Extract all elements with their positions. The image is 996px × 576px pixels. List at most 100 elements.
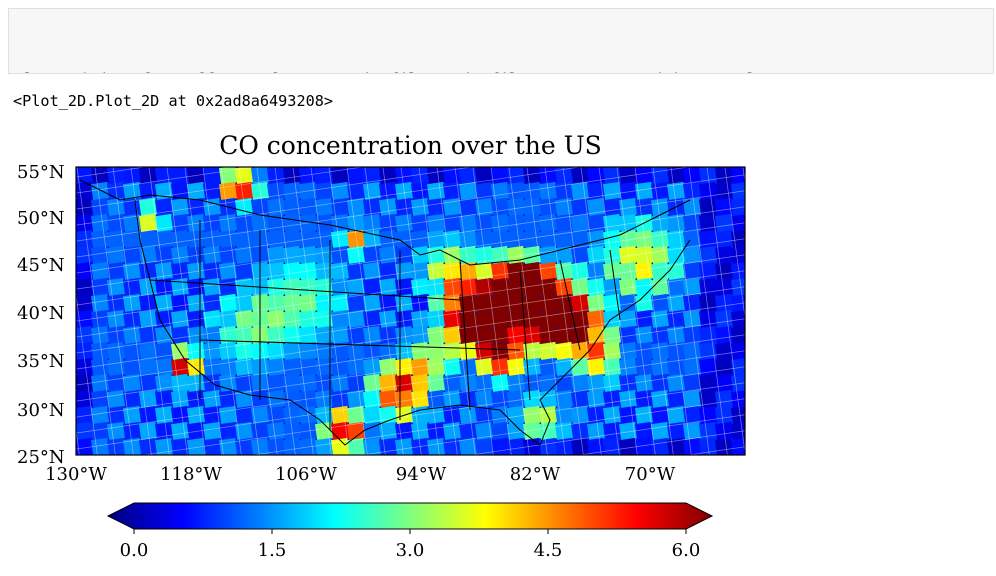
grid-line xyxy=(94,167,134,455)
data-cell xyxy=(602,405,622,425)
data-cell xyxy=(442,357,462,377)
data-cell xyxy=(378,341,398,361)
data-cell xyxy=(282,245,302,265)
data-cell xyxy=(250,213,270,233)
lon-tick-label: 70°W xyxy=(625,464,676,485)
data-cell xyxy=(218,421,238,441)
grid-line xyxy=(76,167,116,455)
data-cell xyxy=(266,437,286,455)
data-cell xyxy=(474,167,494,185)
data-cell xyxy=(330,277,350,297)
data-cell xyxy=(76,357,94,377)
data-cell xyxy=(170,197,190,217)
data-cell xyxy=(234,357,254,377)
data-cell xyxy=(538,181,558,201)
data-cell xyxy=(474,373,494,393)
data-cell xyxy=(474,229,494,249)
data-cell xyxy=(266,421,286,441)
data-cell xyxy=(186,181,206,201)
data-cell xyxy=(634,293,654,313)
data-cell xyxy=(346,277,366,297)
data-cell xyxy=(266,261,286,281)
data-cell xyxy=(266,357,286,377)
data-cell xyxy=(410,357,430,377)
data-cell xyxy=(76,325,94,345)
code-cell[interactable]: Plot_2D( ds_se['SO2'][0,-1,:]*1e9, scrip… xyxy=(8,8,994,74)
data-cell xyxy=(570,389,590,409)
grid-line xyxy=(418,167,458,455)
data-cell xyxy=(410,373,430,393)
data-cell xyxy=(474,341,494,361)
data-cell xyxy=(586,293,606,313)
data-cell xyxy=(346,293,366,313)
data-cell xyxy=(186,421,206,441)
data-cell xyxy=(394,213,414,233)
data-cell xyxy=(714,197,734,217)
grid-line xyxy=(76,254,745,354)
data-cell xyxy=(346,357,366,377)
data-cell xyxy=(410,405,430,425)
data-cell xyxy=(426,309,446,329)
data-cell xyxy=(442,229,462,249)
data-cell xyxy=(714,293,734,313)
grid-line xyxy=(868,160,908,460)
grid-line xyxy=(76,270,745,370)
data-cell xyxy=(698,277,718,297)
grid-line xyxy=(292,167,332,455)
data-cell xyxy=(106,357,126,377)
data-cell xyxy=(650,309,670,329)
data-cell xyxy=(362,325,382,345)
data-cell xyxy=(442,167,462,185)
data-cell xyxy=(682,245,702,265)
code-token: , xyxy=(225,70,234,73)
grid-line xyxy=(832,160,872,460)
data-cell xyxy=(154,261,174,281)
data-cell xyxy=(76,197,94,217)
data-cell xyxy=(170,245,190,265)
data-cell xyxy=(650,197,670,217)
data-cell xyxy=(650,325,670,345)
data-cell xyxy=(266,373,286,393)
grid-line xyxy=(202,167,242,455)
data-cell xyxy=(362,373,382,393)
data-cell xyxy=(698,293,718,313)
data-cell xyxy=(330,437,350,455)
data-cell xyxy=(490,389,510,409)
data-cell xyxy=(682,309,702,329)
grid-line xyxy=(778,160,818,460)
data-cell xyxy=(506,229,526,249)
data-cell xyxy=(458,389,478,409)
data-cell xyxy=(682,357,702,377)
grid-line xyxy=(184,167,224,455)
data-cell xyxy=(314,341,334,361)
data-cell xyxy=(154,293,174,313)
data-cell xyxy=(90,213,110,233)
grid-line xyxy=(706,167,745,455)
data-cell xyxy=(122,357,142,377)
data-cell xyxy=(138,325,158,345)
data-cell xyxy=(426,325,446,345)
data-cell xyxy=(602,261,622,281)
data-cell xyxy=(378,309,398,329)
data-cell xyxy=(106,167,126,185)
data-cell xyxy=(186,261,206,281)
data-cell xyxy=(714,341,734,361)
data-cell xyxy=(90,341,110,361)
data-cell xyxy=(106,213,126,233)
data-cell xyxy=(586,261,606,281)
data-cell xyxy=(698,341,718,361)
data-cell xyxy=(186,341,206,361)
data-cell xyxy=(186,405,206,425)
data-cell xyxy=(474,389,494,409)
data-cell xyxy=(698,325,718,345)
data-cell xyxy=(666,341,686,361)
grid-line xyxy=(886,160,926,460)
data-cell xyxy=(266,325,286,345)
data-cell xyxy=(154,277,174,297)
data-cell xyxy=(298,213,318,233)
data-cell xyxy=(330,181,350,201)
data-cell xyxy=(554,213,574,233)
data-cell xyxy=(90,373,110,393)
data-cell xyxy=(506,405,526,425)
data-cell xyxy=(330,373,350,393)
